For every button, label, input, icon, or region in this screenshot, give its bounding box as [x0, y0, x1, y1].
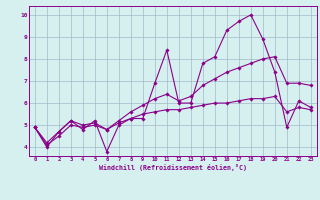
X-axis label: Windchill (Refroidissement éolien,°C): Windchill (Refroidissement éolien,°C): [99, 164, 247, 171]
